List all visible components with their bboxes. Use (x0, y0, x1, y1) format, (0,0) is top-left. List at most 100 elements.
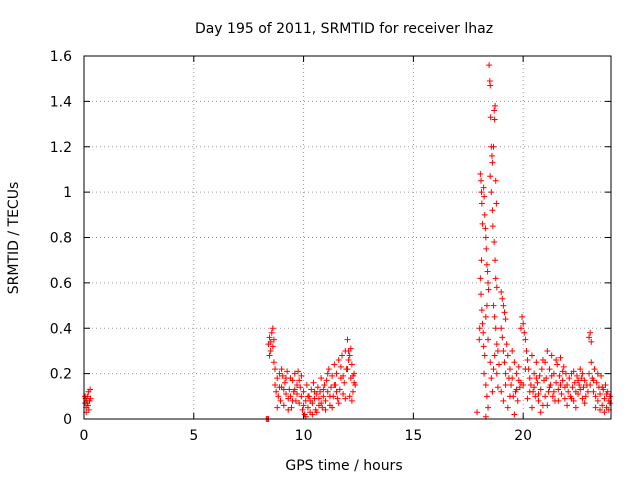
data-point (516, 384, 523, 391)
data-point (346, 352, 353, 359)
data-point (489, 223, 496, 230)
data-point (509, 375, 516, 382)
data-point (493, 341, 500, 348)
data-point (478, 307, 485, 314)
data-point (287, 393, 294, 400)
data-point (559, 377, 566, 384)
data-point (480, 184, 487, 191)
data-point (329, 404, 336, 411)
data-point (542, 393, 549, 400)
data-point (499, 334, 506, 341)
data-point (572, 404, 579, 411)
x-tick-label: 5 (189, 428, 198, 444)
data-point (276, 370, 283, 377)
data-point (491, 313, 498, 320)
data-point (478, 177, 485, 184)
data-point (311, 388, 318, 395)
data-point (492, 325, 499, 332)
data-point (269, 325, 276, 332)
data-point (592, 404, 599, 411)
data-point (84, 400, 91, 407)
data-point (315, 395, 322, 402)
data-point (310, 379, 317, 386)
data-point (480, 343, 487, 350)
data-point (501, 359, 508, 366)
data-point (597, 391, 604, 398)
grid (84, 56, 611, 419)
y-tick-label: 1.4 (50, 94, 72, 110)
data-point (272, 381, 279, 388)
data-point (577, 366, 584, 373)
data-point (289, 377, 296, 384)
data-point (597, 406, 604, 413)
data-point (591, 366, 598, 373)
data-point (606, 393, 613, 400)
data-point (562, 370, 569, 377)
data-point (331, 381, 338, 388)
data-point (558, 391, 565, 398)
data-point (544, 402, 551, 409)
data-point (270, 336, 277, 343)
data-point (557, 381, 564, 388)
data-point (82, 393, 89, 400)
data-point (598, 372, 605, 379)
data-point (276, 384, 283, 391)
data-point (478, 257, 485, 264)
data-point (309, 411, 316, 418)
data-point (506, 366, 513, 373)
data-point (513, 386, 520, 393)
data-point (577, 386, 584, 393)
data-point (298, 393, 305, 400)
data-point (485, 286, 492, 293)
data-point (581, 400, 588, 407)
data-point (536, 372, 543, 379)
data-point (291, 370, 298, 377)
data-point (533, 375, 540, 382)
chart-title: Day 195 of 2011, SRMTID for receiver lha… (195, 21, 493, 37)
data-point (556, 372, 563, 379)
data-point (482, 313, 489, 320)
data-point (298, 372, 305, 379)
data-point (503, 341, 510, 348)
data-point (553, 357, 560, 364)
data-point (494, 347, 501, 354)
y-tick-label: 0.4 (50, 321, 72, 337)
data-point (336, 386, 343, 393)
data-point (318, 400, 325, 407)
data-point (293, 391, 300, 398)
data-point (554, 361, 561, 368)
data-point (522, 366, 529, 373)
data-point (493, 370, 500, 377)
data-point (328, 384, 335, 391)
data-point (606, 400, 613, 407)
data-point (300, 388, 307, 395)
data-point (326, 393, 333, 400)
data-point (579, 395, 586, 402)
data-point (351, 379, 358, 386)
data-point (490, 366, 497, 373)
data-point (483, 302, 490, 309)
data-point (603, 391, 610, 398)
data-point (484, 268, 491, 275)
data-point (329, 372, 336, 379)
data-point (304, 393, 311, 400)
data-point (481, 211, 488, 218)
data-point (483, 261, 490, 268)
data-point (317, 388, 324, 395)
data-point (500, 302, 507, 309)
data-point (528, 404, 535, 411)
data-point (489, 207, 496, 214)
data-point (498, 288, 505, 295)
data-point (324, 370, 331, 377)
data-point (325, 366, 332, 373)
data-point (581, 377, 588, 384)
data-point (527, 381, 534, 388)
data-point (548, 352, 555, 359)
data-point (270, 359, 277, 366)
data-point (535, 391, 542, 398)
data-point (575, 377, 582, 384)
data-point (489, 159, 496, 166)
data-point (334, 395, 341, 402)
data-point (341, 379, 348, 386)
data-point (588, 359, 595, 366)
